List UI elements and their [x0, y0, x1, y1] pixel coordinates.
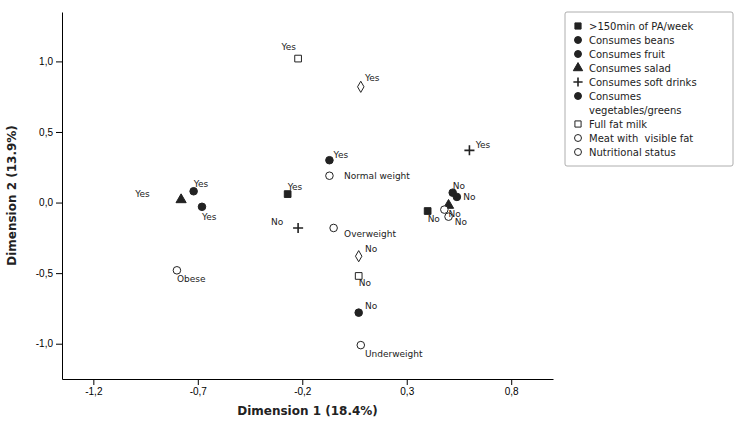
- point-label: Normal weight: [344, 171, 410, 181]
- point: [355, 251, 361, 262]
- point: [355, 309, 363, 317]
- legend-symbol: [575, 37, 582, 44]
- legend-symbol: [575, 93, 582, 100]
- y-tick: -0,5: [36, 268, 62, 279]
- legend: >150min of PA/week Consumes beans Consumes…: [565, 12, 733, 166]
- legend-label: Consumesvegetables/greens: [589, 91, 682, 116]
- point-label: Yes: [364, 73, 380, 83]
- y-tick: 0,5: [39, 127, 62, 138]
- point: [358, 81, 364, 92]
- x-tick-mark: [198, 379, 199, 385]
- x-tick-mark: [93, 379, 94, 385]
- point: [176, 194, 186, 203]
- x-tick-label: -0,2: [294, 386, 312, 397]
- point-label: Obese: [177, 274, 206, 284]
- annotations: YesYesYesYesYesYesYesNormal weightYesNoN…: [134, 42, 490, 358]
- x-tick-mark: [407, 379, 408, 385]
- y-tick-mark: [56, 132, 62, 133]
- point-label: Yes: [201, 212, 217, 222]
- point-label: No: [359, 278, 372, 288]
- y-tick-label: 0,0: [39, 197, 53, 208]
- legend-label: Consumes salad: [589, 63, 671, 74]
- x-axis-title: Dimension 1 (18.4%): [237, 404, 378, 418]
- x-tick-label: -0,7: [190, 386, 208, 397]
- point-label: Yes: [333, 150, 349, 160]
- legend-label: Nutritional status: [589, 147, 676, 158]
- legend-label: >150min of PA/week: [589, 21, 693, 32]
- point: [453, 193, 461, 201]
- y-tick-mark: [56, 344, 62, 345]
- legend-symbol: [575, 121, 581, 127]
- x-tick-mark: [511, 379, 512, 385]
- y-axis-title: Dimension 2 (13.9%): [5, 125, 19, 266]
- x-tick-label: 0,3: [400, 386, 414, 397]
- point-label: Yes: [475, 140, 491, 150]
- x-axis-line: [63, 379, 554, 380]
- legend-symbol: [575, 23, 581, 29]
- x-tick: -1,2: [85, 379, 103, 397]
- point: [326, 156, 334, 164]
- y-tick-label: -0,5: [36, 268, 54, 279]
- point-label: No: [453, 181, 466, 191]
- x-tick-mark: [302, 379, 303, 385]
- point-label: No: [365, 301, 378, 311]
- point-label: Yes: [193, 179, 209, 189]
- point: [295, 55, 302, 62]
- point-label: Yes: [134, 189, 150, 199]
- point: [357, 341, 365, 349]
- y-axis-line: [62, 13, 63, 380]
- y-tick-label: -1,0: [36, 338, 54, 349]
- x-tick: -0,2: [294, 379, 312, 397]
- legend-symbol: [573, 63, 582, 71]
- y-axis: -1,0 -0,5 0,0 0,5 1,0: [36, 13, 63, 380]
- point-label: No: [455, 217, 468, 227]
- point-label: No: [365, 244, 378, 254]
- x-tick-label: 0,8: [505, 386, 519, 397]
- legend-symbol: [575, 51, 582, 58]
- y-tick: -1,0: [36, 338, 62, 349]
- chart-container: -1,2 -0,7 -0,2 0,3 0,8 -1,0 -0,5 0,0 0,5 1,0 Dimen…: [0, 0, 738, 425]
- point-label: No: [463, 192, 476, 202]
- point: [424, 208, 431, 215]
- x-tick: 0,3: [400, 379, 414, 397]
- legend-label: Consumes soft drinks: [589, 77, 697, 88]
- legend-label: Full fat milk: [589, 119, 647, 130]
- point-label: Yes: [287, 182, 303, 192]
- y-tick-label: 0,5: [39, 127, 53, 138]
- point-label: Overweight: [344, 229, 396, 239]
- point: [464, 145, 474, 155]
- y-tick-mark: [56, 273, 62, 274]
- legend-label: Consumes beans: [589, 35, 674, 46]
- plot-area: [173, 55, 474, 349]
- y-tick: 1,0: [39, 56, 62, 67]
- legend-symbol: [575, 149, 582, 156]
- x-tick: 0,8: [505, 379, 519, 397]
- x-tick-label: -1,2: [85, 386, 103, 397]
- legend-label: Meat with visible fat: [589, 133, 693, 144]
- point-label: No: [271, 217, 284, 227]
- chart: -1,2 -0,7 -0,2 0,3 0,8 -1,0 -0,5 0,0 0,5 1,0 Dimen…: [0, 0, 738, 425]
- x-axis: -1,2 -0,7 -0,2 0,3 0,8: [63, 379, 554, 397]
- y-tick-mark: [56, 61, 62, 62]
- legend-label: Consumes fruit: [589, 49, 665, 60]
- legend-symbol: [575, 135, 582, 142]
- point: [293, 223, 303, 233]
- point: [326, 172, 334, 180]
- y-tick-label: 1,0: [39, 56, 53, 67]
- y-tick-mark: [56, 203, 62, 204]
- point: [441, 206, 449, 214]
- point-label: No: [428, 214, 441, 224]
- point: [198, 203, 206, 211]
- x-tick: -0,7: [190, 379, 208, 397]
- point-label: Yes: [280, 42, 296, 52]
- point: [330, 224, 338, 232]
- legend-frame: [565, 12, 733, 166]
- y-tick: 0,0: [39, 197, 62, 208]
- legend-symbol: [573, 77, 582, 86]
- point-label: Underweight: [365, 349, 423, 359]
